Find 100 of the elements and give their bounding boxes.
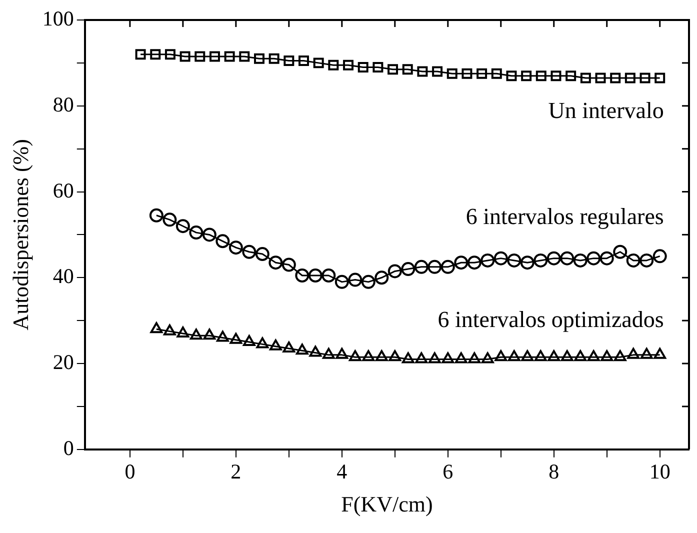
point — [296, 344, 308, 355]
point — [610, 72, 621, 84]
point — [624, 72, 636, 84]
point — [343, 60, 354, 70]
x-axis-title: F(KV/cm) — [341, 492, 433, 517]
point — [417, 66, 428, 77]
point — [521, 70, 532, 82]
point — [180, 51, 190, 62]
point — [254, 53, 264, 64]
point — [454, 256, 468, 270]
point — [224, 51, 235, 62]
point — [536, 70, 546, 82]
point — [586, 251, 601, 266]
y-tick-label: 0 — [63, 436, 74, 460]
point — [560, 350, 574, 362]
point — [216, 234, 230, 248]
point — [414, 260, 428, 274]
point — [402, 352, 414, 364]
point — [209, 51, 220, 62]
point — [446, 68, 458, 79]
point — [176, 326, 190, 338]
point — [640, 253, 654, 268]
point — [361, 274, 376, 289]
point — [308, 268, 322, 282]
point — [654, 348, 666, 359]
point — [375, 350, 388, 362]
point — [534, 253, 548, 268]
point — [600, 350, 614, 362]
y-tick-label: 60 — [52, 178, 74, 202]
point — [298, 56, 309, 66]
point — [176, 219, 190, 234]
point — [202, 228, 216, 242]
point — [150, 49, 161, 60]
point — [546, 251, 561, 266]
point — [468, 352, 481, 364]
point — [550, 70, 562, 82]
point — [149, 208, 164, 222]
point — [242, 335, 256, 346]
point — [162, 212, 177, 227]
point — [600, 251, 614, 266]
point — [614, 350, 626, 362]
point — [415, 352, 428, 364]
point — [548, 350, 560, 362]
annotation: Un intervalo — [548, 98, 664, 124]
point — [336, 348, 348, 359]
point — [432, 66, 443, 77]
point — [190, 328, 202, 340]
point — [348, 350, 362, 362]
point — [309, 346, 322, 357]
point — [442, 352, 454, 364]
point — [627, 348, 640, 359]
point — [574, 350, 587, 362]
y-tick-label: 100 — [42, 6, 74, 31]
point — [284, 56, 294, 66]
point — [494, 350, 508, 362]
point — [626, 253, 640, 268]
x-tick-label: 8 — [548, 460, 560, 484]
point — [372, 62, 384, 72]
point — [269, 339, 282, 350]
point — [322, 348, 335, 359]
point — [203, 328, 216, 340]
point — [164, 49, 176, 60]
point — [573, 253, 588, 268]
point — [652, 249, 667, 264]
point — [520, 256, 534, 270]
point — [135, 49, 146, 60]
point — [507, 253, 522, 268]
point — [428, 352, 441, 364]
point — [358, 62, 368, 72]
annotation: 6 intervalos optimizados — [438, 306, 664, 332]
x-tick-label: 6 — [442, 460, 454, 484]
point — [494, 251, 508, 266]
point — [268, 256, 283, 270]
point — [216, 330, 229, 342]
point — [560, 251, 574, 266]
point — [640, 72, 650, 84]
point — [402, 64, 413, 75]
point — [454, 352, 468, 364]
annotation: 6 intervalos regulares — [466, 204, 664, 230]
point — [282, 341, 296, 352]
point — [534, 350, 547, 362]
point — [374, 270, 389, 285]
point — [328, 60, 339, 70]
point — [566, 70, 576, 82]
point — [388, 64, 398, 75]
point — [587, 350, 600, 362]
point — [506, 70, 517, 82]
point — [313, 58, 324, 68]
x-tick-label: 2 — [230, 460, 242, 484]
x-tick-label: 10 — [649, 460, 670, 484]
point — [362, 350, 375, 362]
point — [654, 72, 666, 84]
point — [613, 244, 628, 259]
point — [521, 350, 534, 362]
point — [194, 51, 206, 62]
point — [388, 350, 402, 362]
point — [476, 68, 488, 79]
point — [163, 324, 176, 336]
point — [255, 247, 270, 262]
point — [388, 264, 402, 278]
